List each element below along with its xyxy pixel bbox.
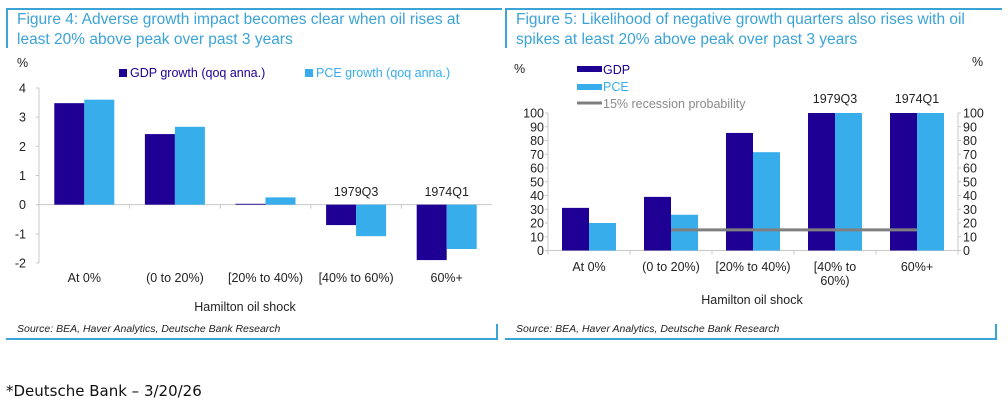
y-tick-label-right: 10	[963, 230, 977, 244]
y-tick-label-left: 80	[530, 134, 544, 148]
gdp-bar	[54, 103, 85, 205]
bar-annotation: 1979Q3	[813, 92, 858, 106]
y-tick-label: 4	[19, 82, 26, 96]
y-tick-label-right: 80	[963, 134, 977, 148]
frame-left-border	[505, 8, 507, 48]
legend-label-gdp: GDP growth (qoq anna.)	[130, 66, 265, 80]
frame-right-border	[995, 324, 997, 340]
x-tick-label: [20% to 40%)	[715, 260, 790, 274]
frame-top-border	[6, 8, 502, 10]
pce-bar	[835, 113, 862, 251]
x-axis-title: Hamilton oil shock	[701, 293, 803, 307]
figure-4-panel: Figure 4: Adverse growth impact becomes …	[0, 0, 502, 345]
legend-label-gdp: GDP	[603, 63, 630, 77]
y-tick-label: -1	[15, 227, 26, 241]
pce-bar	[174, 126, 205, 205]
x-tick-label: (0 to 20%)	[642, 260, 700, 274]
x-tick-label: 60%)	[820, 274, 849, 288]
frame-bottom-border	[6, 338, 498, 340]
y-axis-unit-label-left: %	[514, 62, 525, 76]
pce-bar	[446, 204, 477, 249]
y-tick-label-right: 40	[963, 189, 977, 203]
footnote: *Deutsche Bank – 3/20/26	[6, 382, 202, 400]
legend-swatch-gdp	[119, 69, 127, 77]
x-tick-label: (0 to 20%)	[146, 271, 204, 285]
legend-swatch-gdp	[577, 66, 602, 72]
figure-4-chart: 4 3 2 1 0 -1 -2% At 0% (0 to 20%) [20% to 40%) [40…	[15, 56, 492, 314]
y-tick-label-left: 30	[530, 203, 544, 217]
pce-bar	[356, 204, 387, 237]
gdp-bar	[235, 203, 266, 205]
legend-swatch-pce	[577, 84, 602, 90]
figure-4-source: Source: BEA, Haver Analytics, Deutsche B…	[17, 323, 281, 335]
gdp-bar	[808, 113, 835, 251]
y-tick-label: 2	[19, 140, 26, 154]
pce-bar	[753, 152, 780, 251]
pce-bar	[265, 197, 296, 205]
y-tick-label-right: 60	[963, 162, 977, 176]
legend-swatch-pce	[305, 69, 313, 77]
y-tick-label-left: 0	[537, 244, 544, 258]
gdp-bar	[644, 196, 671, 251]
x-tick-label: [40% to	[814, 260, 856, 274]
legend-label-threshold: 15% recession probability	[603, 97, 746, 111]
y-tick-label-left: 70	[530, 148, 544, 162]
figure-5-title: Figure 5: Likelihood of negative growth …	[516, 10, 965, 50]
x-tick-label: [20% to 40%)	[228, 271, 303, 285]
legend-label-pce: PCE	[603, 80, 629, 94]
gdp-bar	[726, 132, 753, 251]
frame-left-border	[6, 8, 8, 48]
title-line-1: Figure 5: Likelihood of negative growth …	[516, 11, 965, 28]
y-tick-label-left: 50	[530, 175, 544, 189]
y-tick-label-right: 100	[963, 107, 984, 121]
y-tick-label-left: 40	[530, 189, 544, 203]
y-tick-label-left: 20	[530, 217, 544, 231]
pce-bar	[671, 214, 698, 251]
y-tick-label-right: 20	[963, 217, 977, 231]
y-axis-unit-label-right: %	[972, 55, 983, 69]
gdp-bar	[416, 204, 447, 261]
pce-bar	[917, 113, 944, 251]
y-tick-label-left: 100	[523, 107, 544, 121]
figure-4-title: Figure 4: Adverse growth impact becomes …	[17, 10, 460, 50]
y-tick-label-left: 10	[530, 230, 544, 244]
y-tick-label-right: 70	[963, 148, 977, 162]
pce-bar	[589, 223, 616, 251]
title-line-2: least 20% above peak over past 3 years	[17, 31, 293, 48]
y-tick-label: 1	[19, 169, 26, 183]
figure-5-source: Source: BEA, Haver Analytics, Deutsche B…	[516, 323, 780, 335]
figure-5-panel: Figure 5: Likelihood of negative growth …	[500, 0, 1008, 345]
bar-annotation: 1974Q1	[895, 92, 940, 106]
bar-annotation: 1974Q1	[424, 185, 469, 199]
y-tick-label-left: 90	[530, 120, 544, 134]
y-axis-unit-label: %	[17, 56, 28, 70]
x-tick-label: [40% to 60%)	[319, 271, 394, 285]
pce-bar	[84, 99, 115, 205]
x-tick-label: 60%+	[901, 260, 933, 274]
x-tick-label: At 0%	[572, 260, 605, 274]
y-tick-label-right: 90	[963, 120, 977, 134]
y-tick-label-left: 60	[530, 162, 544, 176]
x-axis-title: Hamilton oil shock	[194, 300, 296, 314]
frame-bottom-border	[505, 338, 997, 340]
frame-right-border	[496, 324, 498, 340]
y-tick-label-right: 30	[963, 203, 977, 217]
y-tick-label: 3	[19, 111, 26, 125]
y-tick-label-right: 0	[963, 244, 970, 258]
gdp-bar	[144, 134, 175, 205]
x-tick-label: 60%+	[431, 271, 463, 285]
gdp-bar	[562, 207, 589, 251]
title-line-2: spikes at least 20% above peak over past…	[516, 31, 858, 48]
x-tick-label: At 0%	[68, 271, 101, 285]
frame-top-border	[505, 8, 1002, 10]
gdp-bar	[326, 204, 357, 226]
legend-label-pce: PCE growth (qoq anna.)	[316, 66, 450, 80]
bar-annotation: 1979Q3	[334, 185, 379, 199]
y-tick-label: 0	[19, 198, 26, 212]
y-tick-label: -2	[15, 257, 26, 271]
gdp-bar	[890, 113, 917, 251]
title-line-1: Figure 4: Adverse growth impact becomes …	[17, 11, 460, 28]
y-tick-label-right: 50	[963, 175, 977, 189]
